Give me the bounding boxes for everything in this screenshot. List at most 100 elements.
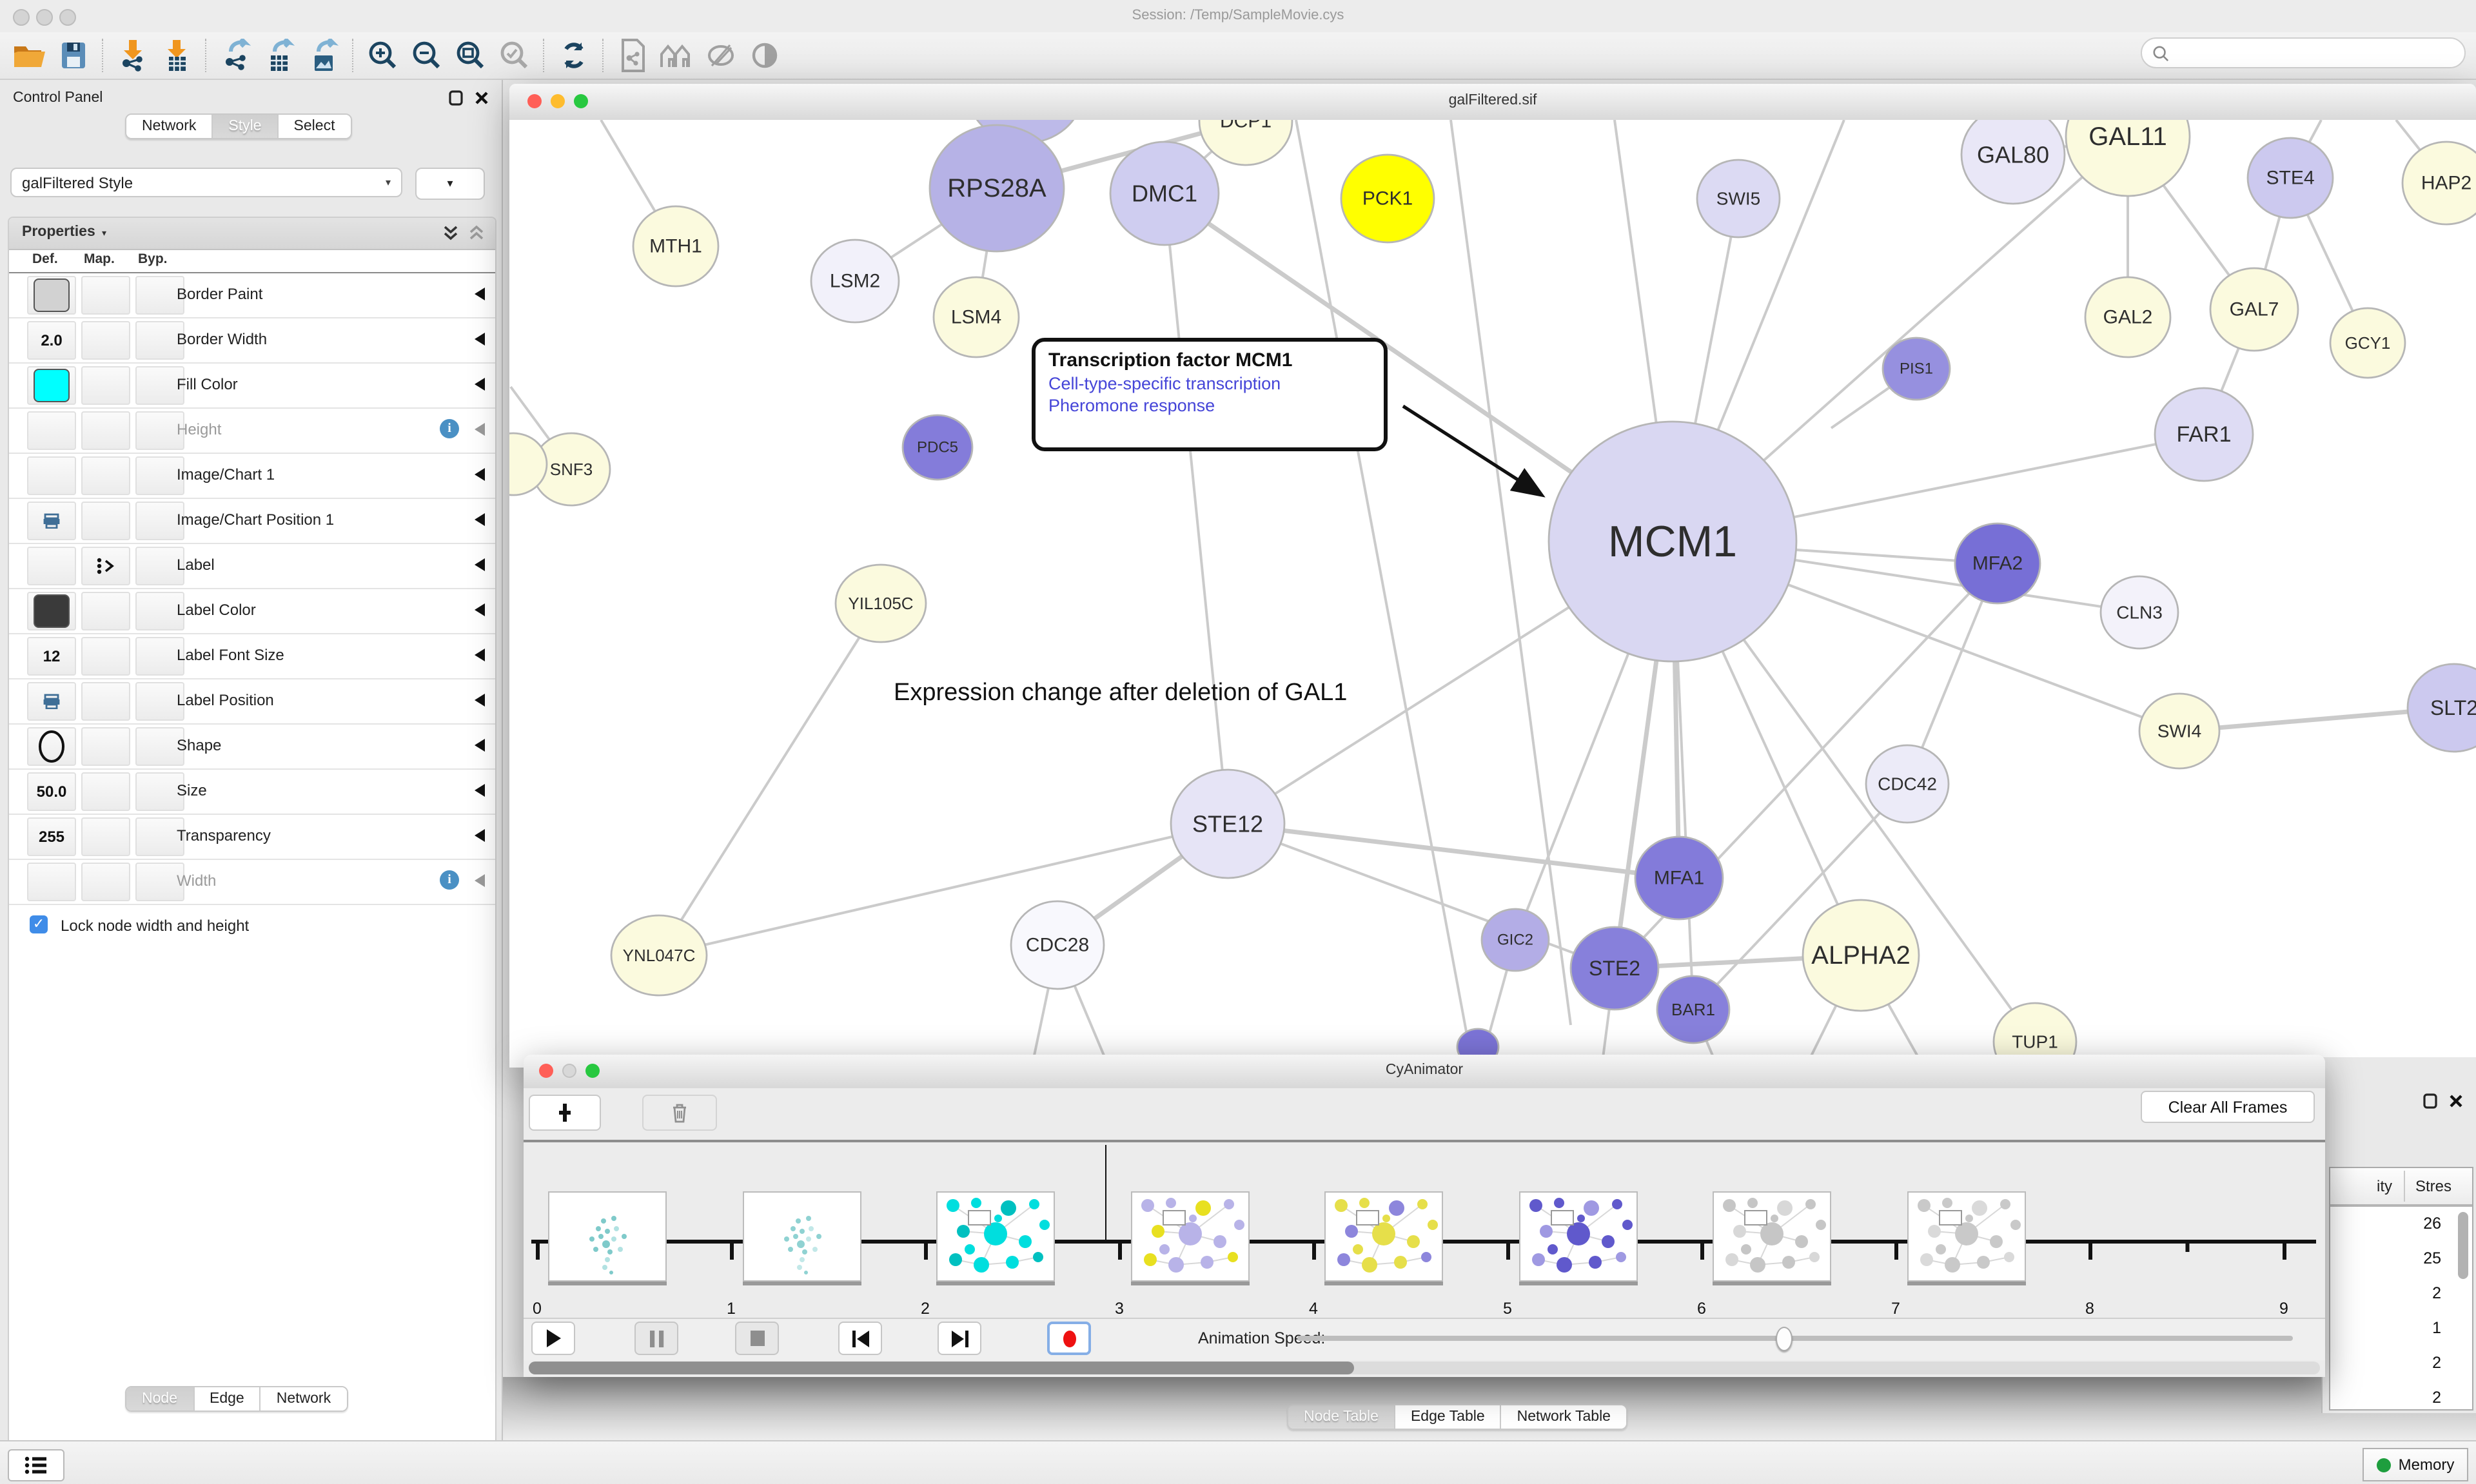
mapping-cell[interactable] — [81, 592, 130, 630]
network-node-gal80[interactable]: GAL80 — [1960, 120, 2066, 205]
bypass-cell[interactable] — [135, 456, 184, 495]
expand-property-icon[interactable] — [475, 468, 485, 481]
next-frame-button[interactable] — [938, 1322, 981, 1355]
network-node-bar1[interactable]: BAR1 — [1656, 975, 1731, 1044]
network-node[interactable] — [509, 432, 548, 496]
mapping-cell[interactable] — [81, 411, 130, 450]
column-header-ity[interactable]: ity — [2377, 1177, 2392, 1195]
bypass-cell[interactable] — [135, 817, 184, 856]
maximize-window-icon[interactable] — [59, 9, 76, 26]
default-cell[interactable] — [27, 727, 76, 766]
show-all-icon[interactable] — [743, 36, 787, 75]
record-button[interactable] — [1047, 1322, 1091, 1355]
import-table-icon[interactable] — [155, 36, 199, 75]
pause-button[interactable] — [634, 1322, 678, 1355]
network-node-cdc42[interactable]: CDC42 — [1865, 744, 1950, 824]
network-node-mfa2[interactable]: MFA2 — [1954, 522, 2041, 605]
network-node-swi4[interactable]: SWI4 — [2138, 692, 2221, 770]
export-network-icon[interactable] — [214, 36, 258, 75]
mapping-cell[interactable] — [81, 637, 130, 676]
property-row-label-color[interactable]: Label Color — [9, 588, 495, 634]
table-cell[interactable]: 2 — [2432, 1389, 2441, 1407]
network-node-yil105c[interactable]: YIL105C — [834, 563, 927, 643]
mapping-cell[interactable] — [81, 366, 130, 405]
mapping-cell[interactable] — [81, 547, 130, 585]
default-cell[interactable]: 2.0 — [27, 321, 76, 360]
mapping-cell[interactable] — [81, 321, 130, 360]
annotation-link-2[interactable]: Pheromone response — [1048, 396, 1215, 415]
zoom-in-icon[interactable] — [361, 36, 405, 75]
memory-button[interactable]: Memory — [2363, 1448, 2468, 1481]
expand-property-icon[interactable] — [475, 784, 485, 797]
tab-edge[interactable]: Edge — [194, 1387, 261, 1411]
close-panel-icon[interactable] — [475, 90, 489, 106]
property-row-image-chart-position-1[interactable]: Image/Chart Position 1 — [9, 498, 495, 544]
column-header-stress[interactable]: Stres — [2415, 1177, 2452, 1195]
properties-header[interactable]: Properties ▾ — [9, 218, 495, 250]
network-edge[interactable] — [658, 602, 882, 957]
network-file-icon[interactable] — [611, 36, 655, 75]
expand-property-icon[interactable] — [475, 333, 485, 346]
default-cell[interactable]: 12 — [27, 637, 76, 676]
close-window-icon[interactable] — [527, 94, 542, 108]
animation-speed-slider[interactable] — [1297, 1327, 2293, 1351]
property-row-border-width[interactable]: 2.0 Border Width — [9, 317, 495, 364]
property-row-width[interactable]: Width i — [9, 859, 495, 905]
close-window-icon[interactable] — [13, 9, 30, 26]
network-node-pdc5[interactable]: PDC5 — [901, 414, 974, 481]
tab-network[interactable]: Network — [126, 115, 213, 138]
mapping-cell[interactable] — [81, 456, 130, 495]
network-node-ste12[interactable]: STE12 — [1170, 768, 1286, 879]
bypass-cell[interactable] — [135, 276, 184, 315]
collapse-all-icon[interactable] — [468, 224, 485, 242]
property-row-label[interactable]: Label — [9, 543, 495, 589]
network-node-alpha2[interactable]: ALPHA2 — [1802, 899, 1920, 1012]
refresh-icon[interactable] — [552, 36, 596, 75]
table-cell[interactable]: 25 — [2423, 1249, 2441, 1267]
float-panel-icon[interactable] — [2423, 1093, 2437, 1109]
default-cell[interactable] — [27, 411, 76, 450]
tab-network-table[interactable]: Network Table — [1501, 1405, 1626, 1429]
frame-thumbnail-4[interactable] — [1130, 1191, 1249, 1282]
import-network-icon[interactable] — [111, 36, 155, 75]
delete-frame-button[interactable] — [642, 1095, 717, 1131]
close-window-icon[interactable] — [539, 1064, 553, 1078]
bypass-cell[interactable] — [135, 547, 184, 585]
network-node-swi5[interactable]: SWI5 — [1696, 159, 1781, 239]
timeline-playhead[interactable] — [1105, 1145, 1106, 1243]
export-image-icon[interactable] — [302, 36, 346, 75]
expand-property-icon[interactable] — [475, 874, 485, 887]
network-edge[interactable] — [1227, 821, 1680, 881]
tab-style[interactable]: Style — [213, 115, 279, 138]
network-edge[interactable] — [1295, 120, 1468, 1032]
first-neighbors-icon[interactable] — [655, 36, 699, 75]
clear-all-frames-button[interactable]: Clear All Frames — [2141, 1091, 2315, 1123]
annotation-box[interactable]: Transcription factor MCM1 Cell-type-spec… — [1032, 338, 1388, 451]
style-options-button[interactable]: ▾ — [415, 168, 485, 200]
table-cell[interactable]: 26 — [2423, 1215, 2441, 1233]
frame-thumbnail-2[interactable] — [742, 1191, 861, 1282]
network-node-dmc1[interactable]: DMC1 — [1109, 141, 1220, 246]
network-node-gal2[interactable]: GAL2 — [2084, 276, 2172, 358]
slider-handle[interactable] — [1776, 1327, 1793, 1351]
network-node-mth1[interactable]: MTH1 — [632, 205, 720, 288]
export-table-icon[interactable] — [258, 36, 302, 75]
default-cell[interactable] — [27, 592, 76, 630]
network-node-slt2[interactable]: SLT2 — [2406, 663, 2476, 753]
network-edge[interactable] — [1692, 783, 1909, 1011]
bypass-cell[interactable] — [135, 863, 184, 901]
default-cell[interactable]: 50.0 — [27, 772, 76, 811]
table-cell[interactable]: 2 — [2432, 1354, 2441, 1372]
table-cell[interactable]: 1 — [2432, 1319, 2441, 1337]
expand-property-icon[interactable] — [475, 603, 485, 616]
stop-button[interactable] — [735, 1322, 779, 1355]
task-history-button[interactable] — [8, 1449, 64, 1481]
minimize-window-icon[interactable] — [562, 1064, 576, 1078]
network-node-far1[interactable]: FAR1 — [2154, 387, 2254, 482]
expand-property-icon[interactable] — [475, 649, 485, 661]
frame-thumbnail-1[interactable] — [548, 1191, 667, 1282]
network-node-pis1[interactable]: PIS1 — [1882, 337, 1951, 401]
add-frame-button[interactable] — [529, 1095, 601, 1131]
default-cell[interactable] — [27, 456, 76, 495]
table-cell[interactable]: 2 — [2432, 1284, 2441, 1302]
